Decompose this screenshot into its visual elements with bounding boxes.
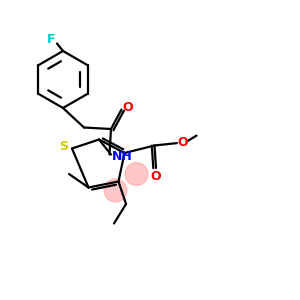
Text: O: O (150, 170, 161, 183)
Text: S: S (59, 140, 68, 153)
Circle shape (125, 163, 148, 185)
Text: O: O (123, 100, 134, 114)
Text: NH: NH (112, 149, 133, 163)
Circle shape (104, 179, 127, 202)
Text: O: O (177, 136, 188, 149)
Text: F: F (47, 33, 55, 46)
